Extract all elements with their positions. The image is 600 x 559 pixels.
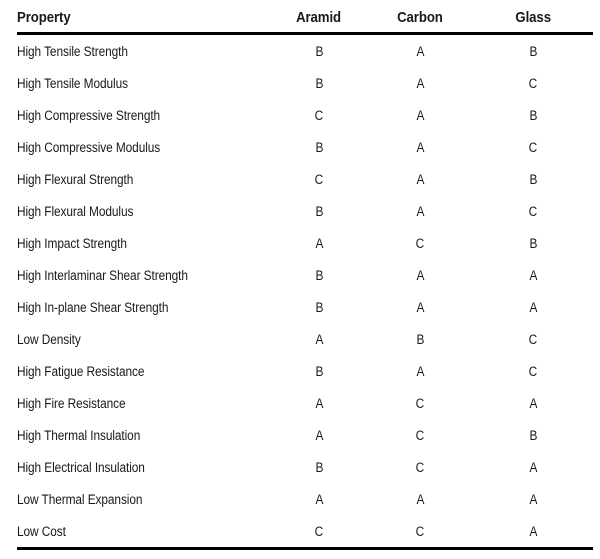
property-cell: High Impact Strength — [17, 235, 127, 251]
property-cell: Low Thermal Expansion — [17, 491, 143, 507]
grade-cell-aramid: A — [315, 491, 323, 507]
grade-cell-carbon: C — [415, 235, 425, 251]
grade-cell-glass: B — [529, 107, 537, 123]
table-row: High Thermal Insulation A C B — [17, 419, 593, 451]
property-cell: High Flexural Modulus — [17, 203, 134, 219]
grade-cell-glass: B — [529, 43, 537, 59]
grade-cell-glass: C — [528, 75, 538, 91]
grade-cell-aramid: A — [315, 331, 323, 347]
grade-cell-aramid: B — [315, 139, 323, 155]
property-cell: High Compressive Strength — [17, 107, 161, 123]
grade-cell-carbon: A — [416, 139, 424, 155]
property-cell: High Interlaminar Shear Strength — [17, 267, 188, 283]
grade-cell-carbon: A — [416, 491, 424, 507]
grade-cell-aramid: B — [315, 459, 323, 475]
grade-cell-carbon: C — [415, 395, 425, 411]
grade-cell-aramid: A — [315, 235, 323, 251]
table-row: High Electrical Insulation B C A — [17, 451, 593, 483]
table-row: High Tensile Modulus B A C — [17, 67, 593, 99]
grade-cell-carbon: C — [415, 427, 425, 443]
table-row: Low Thermal Expansion A A A — [17, 483, 593, 515]
property-cell: High Tensile Strength — [17, 43, 128, 59]
grade-cell-carbon: A — [416, 107, 424, 123]
table-row: High Flexural Strength C A B — [17, 163, 593, 195]
property-cell: High Flexural Strength — [17, 171, 134, 187]
grade-cell-glass: C — [528, 331, 538, 347]
property-cell: High Fire Resistance — [17, 395, 126, 411]
property-cell: High Thermal Insulation — [17, 427, 141, 443]
grade-cell-glass: B — [529, 427, 537, 443]
column-header-aramid: Aramid — [296, 9, 342, 26]
grade-cell-glass: A — [529, 523, 537, 539]
table-row: High In-plane Shear Strength B A A — [17, 291, 593, 323]
property-cell: High Compressive Modulus — [17, 139, 161, 155]
table-row: High Compressive Modulus B A C — [17, 131, 593, 163]
property-cell: Low Density — [17, 331, 81, 347]
table-row: High Tensile Strength B A B — [17, 35, 593, 67]
table-row: High Fatigue Resistance B A C — [17, 355, 593, 387]
column-header-glass: Glass — [515, 9, 551, 26]
table-bottom-rule — [17, 547, 593, 550]
grade-cell-glass: A — [529, 395, 537, 411]
grade-cell-glass: A — [529, 267, 537, 283]
table-row: High Compressive Strength C A B — [17, 99, 593, 131]
grade-cell-glass: A — [529, 459, 537, 475]
table-row: High Fire Resistance A C A — [17, 387, 593, 419]
table-row: Low Cost C C A — [17, 515, 593, 547]
table-header-row: Property Aramid Carbon Glass — [17, 3, 593, 35]
grade-cell-aramid: B — [315, 75, 323, 91]
grade-cell-glass: A — [529, 491, 537, 507]
grade-cell-carbon: C — [415, 523, 425, 539]
grade-cell-aramid: B — [315, 203, 323, 219]
grade-cell-aramid: B — [315, 299, 323, 315]
grade-cell-carbon: A — [416, 267, 424, 283]
table-row: Low Density A B C — [17, 323, 593, 355]
property-cell: Low Cost — [17, 523, 66, 539]
grade-cell-glass: B — [529, 171, 537, 187]
column-header-carbon: Carbon — [397, 9, 443, 26]
grade-cell-carbon: B — [416, 331, 424, 347]
grade-cell-glass: C — [528, 363, 538, 379]
grade-cell-carbon: A — [416, 363, 424, 379]
grade-cell-carbon: A — [416, 203, 424, 219]
grade-cell-glass: C — [528, 139, 538, 155]
table-row: High Impact Strength A C B — [17, 227, 593, 259]
grade-cell-carbon: C — [415, 459, 425, 475]
fiber-comparison-table: Property Aramid Carbon Glass High Tensil… — [17, 3, 593, 550]
grade-cell-aramid: A — [315, 395, 323, 411]
property-cell: High In-plane Shear Strength — [17, 299, 169, 315]
property-cell: High Fatigue Resistance — [17, 363, 145, 379]
table-row: High Interlaminar Shear Strength B A A — [17, 259, 593, 291]
property-cell: High Tensile Modulus — [17, 75, 128, 91]
grade-cell-glass: B — [529, 235, 537, 251]
grade-cell-aramid: B — [315, 43, 323, 59]
grade-cell-carbon: A — [416, 299, 424, 315]
table-row: High Flexural Modulus B A C — [17, 195, 593, 227]
grade-cell-aramid: A — [315, 427, 323, 443]
grade-cell-carbon: A — [416, 75, 424, 91]
grade-cell-aramid: B — [315, 267, 323, 283]
grade-cell-aramid: C — [314, 171, 324, 187]
grade-cell-aramid: B — [315, 363, 323, 379]
grade-cell-glass: A — [529, 299, 537, 315]
column-header-property: Property — [17, 9, 71, 26]
grade-cell-aramid: C — [314, 523, 324, 539]
grade-cell-aramid: C — [314, 107, 324, 123]
property-cell: High Electrical Insulation — [17, 459, 145, 475]
grade-cell-glass: C — [528, 203, 538, 219]
grade-cell-carbon: A — [416, 171, 424, 187]
grade-cell-carbon: A — [416, 43, 424, 59]
